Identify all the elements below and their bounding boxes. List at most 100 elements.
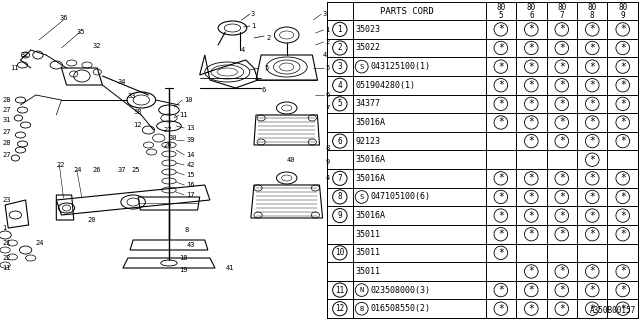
Text: *: * xyxy=(559,192,564,202)
Text: 1: 1 xyxy=(251,23,255,29)
Text: 047105100(6): 047105100(6) xyxy=(370,192,430,202)
Text: 36: 36 xyxy=(60,15,68,21)
Text: *: * xyxy=(559,285,564,295)
Text: 35016A: 35016A xyxy=(356,155,385,164)
Text: *: * xyxy=(589,304,595,314)
Text: 14: 14 xyxy=(186,152,195,158)
Text: 43: 43 xyxy=(186,242,195,248)
Text: 3: 3 xyxy=(251,11,255,17)
Text: 2: 2 xyxy=(337,44,342,52)
Text: 35016A: 35016A xyxy=(356,211,385,220)
Text: A350B00157: A350B00157 xyxy=(589,306,636,315)
Text: 31: 31 xyxy=(2,117,10,123)
Text: *: * xyxy=(559,43,564,53)
Text: *: * xyxy=(589,24,595,34)
Text: *: * xyxy=(559,211,564,220)
Text: 30: 30 xyxy=(169,135,177,141)
Text: *: * xyxy=(498,173,504,183)
Text: 4: 4 xyxy=(323,52,327,58)
Text: 22: 22 xyxy=(56,162,65,168)
Text: 26: 26 xyxy=(164,142,172,148)
Text: 1: 1 xyxy=(326,27,330,33)
Text: *: * xyxy=(589,267,595,276)
Text: *: * xyxy=(529,267,534,276)
Text: 6: 6 xyxy=(337,137,342,146)
Text: *: * xyxy=(559,136,564,146)
Text: 2: 2 xyxy=(326,39,330,45)
Text: B: B xyxy=(360,306,364,312)
Text: 39: 39 xyxy=(186,137,195,143)
Text: 41: 41 xyxy=(225,265,234,271)
Text: *: * xyxy=(498,117,504,127)
Text: *: * xyxy=(559,267,564,276)
Text: 8: 8 xyxy=(326,145,330,151)
Text: 023508000(3): 023508000(3) xyxy=(370,285,430,295)
Text: 34377: 34377 xyxy=(356,99,381,108)
Text: 22: 22 xyxy=(2,255,10,261)
Text: 21: 21 xyxy=(2,240,10,246)
Text: 5: 5 xyxy=(264,65,268,71)
Text: 10: 10 xyxy=(335,248,344,257)
Text: 18: 18 xyxy=(179,255,188,261)
Text: 28: 28 xyxy=(2,140,10,146)
Text: 4: 4 xyxy=(241,47,245,53)
Text: 4: 4 xyxy=(337,81,342,90)
Text: *: * xyxy=(589,62,595,72)
Text: 11: 11 xyxy=(335,285,344,295)
Text: *: * xyxy=(498,192,504,202)
Text: 3: 3 xyxy=(323,11,327,17)
Text: *: * xyxy=(620,136,626,146)
Text: 6: 6 xyxy=(261,87,266,93)
Text: 35023: 35023 xyxy=(356,25,381,34)
Text: 27: 27 xyxy=(164,127,172,133)
Text: 32: 32 xyxy=(20,52,29,58)
Text: *: * xyxy=(589,43,595,53)
Text: 24: 24 xyxy=(36,240,44,246)
Text: 3: 3 xyxy=(337,62,342,71)
Text: *: * xyxy=(620,99,626,109)
Text: *: * xyxy=(529,211,534,220)
Text: 9: 9 xyxy=(326,159,330,165)
Text: 7: 7 xyxy=(326,105,330,111)
Text: 35016A: 35016A xyxy=(356,174,385,183)
Text: 24: 24 xyxy=(74,167,82,173)
Text: 12: 12 xyxy=(335,304,344,313)
Text: 35016A: 35016A xyxy=(356,118,385,127)
Text: *: * xyxy=(529,192,534,202)
Text: *: * xyxy=(498,99,504,109)
Text: 6: 6 xyxy=(529,11,534,20)
Text: 40: 40 xyxy=(287,157,295,163)
Text: *: * xyxy=(620,173,626,183)
Text: *: * xyxy=(589,229,595,239)
Text: 80: 80 xyxy=(618,3,627,12)
Text: 13: 13 xyxy=(186,125,195,131)
Text: *: * xyxy=(589,173,595,183)
Text: 17: 17 xyxy=(186,192,195,198)
Text: 34: 34 xyxy=(118,79,126,85)
Text: 1: 1 xyxy=(2,225,6,231)
Text: *: * xyxy=(559,99,564,109)
Text: *: * xyxy=(589,80,595,90)
Text: S: S xyxy=(360,64,364,70)
Text: 80: 80 xyxy=(527,3,536,12)
Text: *: * xyxy=(559,229,564,239)
Text: *: * xyxy=(559,62,564,72)
Text: *: * xyxy=(498,285,504,295)
Text: 11: 11 xyxy=(2,265,10,271)
Text: 12: 12 xyxy=(133,122,141,128)
Text: 38: 38 xyxy=(133,109,141,115)
Text: 7: 7 xyxy=(559,11,564,20)
Text: *: * xyxy=(498,80,504,90)
Text: 5: 5 xyxy=(337,99,342,108)
Text: 19: 19 xyxy=(179,267,188,273)
Text: 5: 5 xyxy=(499,11,503,20)
Text: *: * xyxy=(620,43,626,53)
Text: 25: 25 xyxy=(131,167,140,173)
Text: 27: 27 xyxy=(2,152,10,158)
Text: *: * xyxy=(620,62,626,72)
Text: *: * xyxy=(620,24,626,34)
Text: *: * xyxy=(620,211,626,220)
Text: 15: 15 xyxy=(186,172,195,178)
Text: *: * xyxy=(620,267,626,276)
Text: 27: 27 xyxy=(2,129,10,135)
